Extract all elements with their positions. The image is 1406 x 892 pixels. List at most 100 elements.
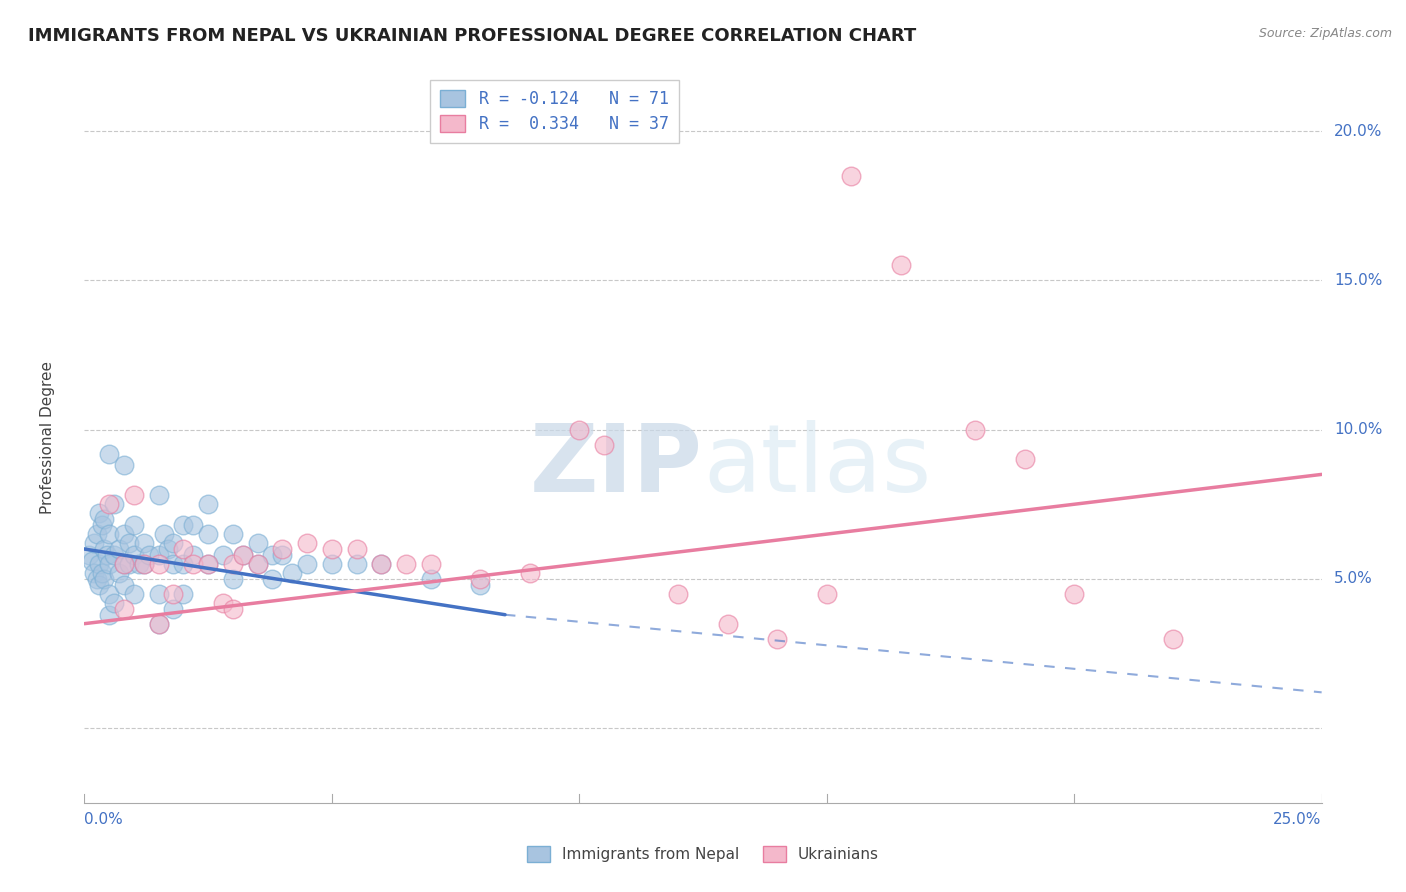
- Point: [370, 557, 392, 571]
- Point: [93, 542, 115, 557]
- Point: [157, 542, 180, 557]
- Point: [172, 542, 194, 557]
- Point: [128, 557, 150, 571]
- Point: [181, 548, 204, 562]
- Point: [112, 557, 135, 571]
- Point: [222, 601, 245, 615]
- Point: [80, 554, 103, 568]
- Point: [965, 423, 987, 437]
- Point: [162, 601, 184, 615]
- Point: [108, 542, 131, 557]
- Point: [98, 607, 121, 622]
- Point: [112, 557, 135, 571]
- Point: [262, 548, 284, 562]
- Point: [162, 557, 184, 571]
- Point: [112, 527, 135, 541]
- Point: [132, 557, 155, 571]
- Text: 0.0%: 0.0%: [84, 812, 124, 827]
- Point: [172, 587, 194, 601]
- Point: [1014, 452, 1036, 467]
- Point: [83, 566, 105, 580]
- Point: [181, 518, 204, 533]
- Point: [79, 548, 101, 562]
- Point: [89, 506, 111, 520]
- Point: [172, 518, 194, 533]
- Point: [841, 169, 863, 183]
- Point: [132, 536, 155, 550]
- Point: [222, 572, 245, 586]
- Point: [295, 557, 318, 571]
- Point: [108, 566, 131, 580]
- Point: [138, 548, 160, 562]
- Point: [197, 527, 219, 541]
- Point: [89, 578, 111, 592]
- Point: [98, 446, 121, 460]
- Point: [766, 632, 789, 646]
- Point: [1161, 632, 1184, 646]
- Point: [98, 497, 121, 511]
- Point: [83, 536, 105, 550]
- Point: [148, 616, 170, 631]
- Text: 5.0%: 5.0%: [1334, 572, 1372, 586]
- Point: [222, 527, 245, 541]
- Point: [98, 557, 121, 571]
- Point: [222, 557, 245, 571]
- Point: [89, 557, 111, 571]
- Point: [90, 566, 112, 580]
- Point: [470, 572, 492, 586]
- Point: [346, 557, 368, 571]
- Point: [246, 536, 269, 550]
- Point: [152, 527, 174, 541]
- Point: [86, 527, 108, 541]
- Point: [148, 557, 170, 571]
- Point: [93, 512, 115, 526]
- Text: IMMIGRANTS FROM NEPAL VS UKRAINIAN PROFESSIONAL DEGREE CORRELATION CHART: IMMIGRANTS FROM NEPAL VS UKRAINIAN PROFE…: [28, 27, 917, 45]
- Point: [470, 578, 492, 592]
- Point: [212, 596, 235, 610]
- Point: [212, 548, 235, 562]
- Point: [112, 601, 135, 615]
- Point: [103, 497, 125, 511]
- Point: [93, 572, 115, 586]
- Point: [271, 548, 294, 562]
- Point: [197, 557, 219, 571]
- Point: [568, 423, 591, 437]
- Point: [246, 557, 269, 571]
- Point: [232, 548, 254, 562]
- Point: [103, 596, 125, 610]
- Text: 10.0%: 10.0%: [1334, 422, 1382, 437]
- Point: [281, 566, 304, 580]
- Point: [122, 548, 145, 562]
- Point: [519, 566, 541, 580]
- Point: [122, 587, 145, 601]
- Point: [395, 557, 418, 571]
- Text: Source: ZipAtlas.com: Source: ZipAtlas.com: [1258, 27, 1392, 40]
- Point: [148, 488, 170, 502]
- Point: [593, 437, 616, 451]
- Point: [122, 518, 145, 533]
- Point: [103, 548, 125, 562]
- Text: atlas: atlas: [703, 420, 931, 512]
- Point: [162, 536, 184, 550]
- Point: [815, 587, 838, 601]
- Point: [717, 616, 740, 631]
- Point: [98, 527, 121, 541]
- Legend: Immigrants from Nepal, Ukrainians: Immigrants from Nepal, Ukrainians: [522, 840, 884, 868]
- Point: [295, 536, 318, 550]
- Point: [96, 548, 118, 562]
- Point: [232, 548, 254, 562]
- Text: Professional Degree: Professional Degree: [39, 360, 55, 514]
- Point: [112, 578, 135, 592]
- Point: [321, 557, 343, 571]
- Point: [419, 572, 441, 586]
- Point: [86, 572, 108, 586]
- Point: [118, 557, 141, 571]
- Point: [271, 542, 294, 557]
- Point: [98, 587, 121, 601]
- Point: [181, 557, 204, 571]
- Point: [1063, 587, 1085, 601]
- Point: [666, 587, 689, 601]
- Point: [172, 557, 194, 571]
- Point: [118, 536, 141, 550]
- Point: [148, 587, 170, 601]
